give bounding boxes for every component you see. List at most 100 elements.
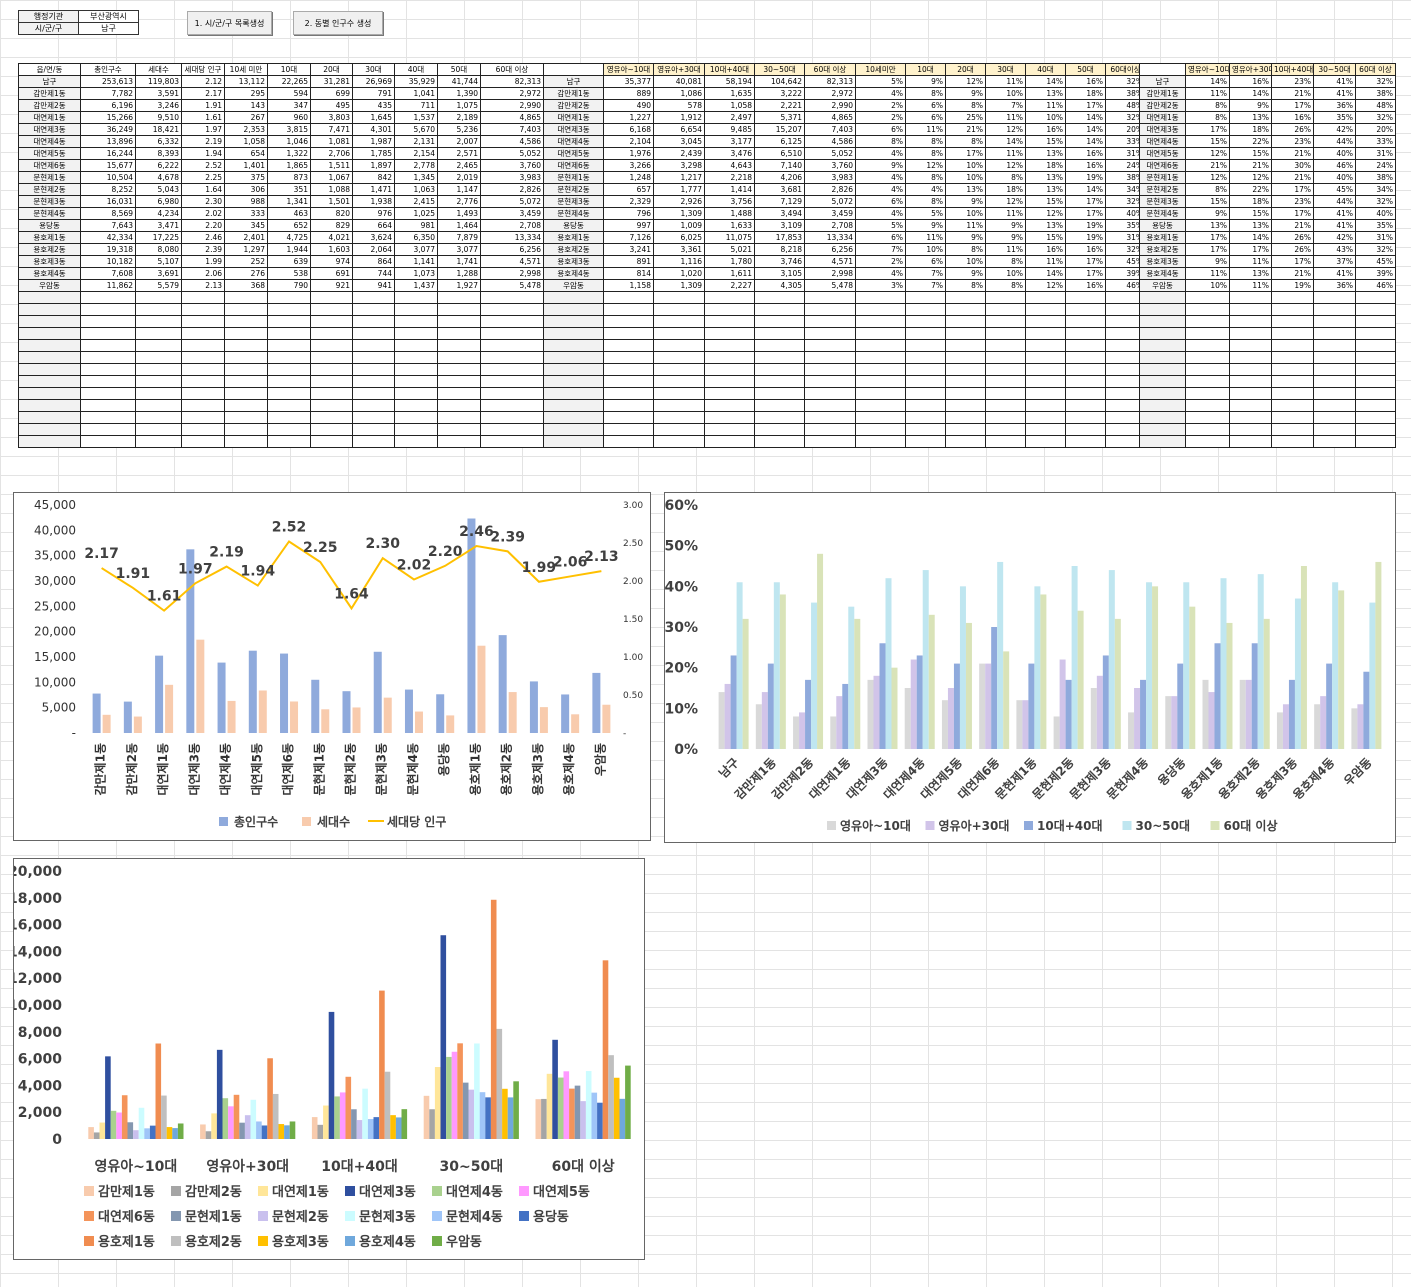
table-cell[interactable]: 5,107 xyxy=(135,255,182,268)
empty-cell[interactable] xyxy=(267,363,311,376)
row-name-cell[interactable]: 문현제2동 xyxy=(18,183,81,196)
empty-cell[interactable] xyxy=(1313,315,1356,328)
empty-cell[interactable] xyxy=(1355,411,1396,424)
empty-cell[interactable] xyxy=(1271,423,1314,436)
empty-cell[interactable] xyxy=(480,375,544,388)
table-cell[interactable]: 35% xyxy=(1313,111,1356,124)
table-cell[interactable]: 13% xyxy=(1229,267,1272,280)
empty-cell[interactable] xyxy=(480,435,544,448)
table-cell[interactable]: 17,853 xyxy=(754,231,805,244)
empty-cell[interactable] xyxy=(352,339,395,352)
empty-cell[interactable] xyxy=(18,291,81,304)
header-cell[interactable]: 세대당 인구 xyxy=(181,63,225,76)
empty-cell[interactable] xyxy=(394,291,438,304)
table-cell[interactable]: 4,305 xyxy=(754,279,805,292)
table-cell[interactable]: 8% xyxy=(985,171,1026,184)
empty-cell[interactable] xyxy=(754,315,805,328)
empty-cell[interactable] xyxy=(1139,339,1186,352)
empty-cell[interactable] xyxy=(224,387,268,400)
table-cell[interactable]: 6,350 xyxy=(394,231,438,244)
table-cell[interactable]: 12% xyxy=(1185,147,1230,160)
table-cell[interactable]: 3,756 xyxy=(704,195,755,208)
empty-cell[interactable] xyxy=(437,363,481,376)
empty-cell[interactable] xyxy=(855,435,906,448)
empty-cell[interactable] xyxy=(754,399,805,412)
table-cell[interactable]: 2,218 xyxy=(704,171,755,184)
table-cell[interactable]: 4,865 xyxy=(480,111,544,124)
empty-cell[interactable] xyxy=(804,375,856,388)
table-cell[interactable]: 7,608 xyxy=(80,267,136,280)
table-cell[interactable]: 14% xyxy=(1065,183,1106,196)
empty-cell[interactable] xyxy=(1065,363,1106,376)
empty-cell[interactable] xyxy=(80,315,136,328)
empty-cell[interactable] xyxy=(1185,423,1230,436)
header-cell[interactable]: 30대 xyxy=(985,63,1026,76)
table-cell[interactable]: 31% xyxy=(1355,231,1396,244)
table-cell[interactable]: 21% xyxy=(1271,87,1314,100)
table-cell[interactable]: 1,158 xyxy=(603,279,654,292)
empty-cell[interactable] xyxy=(543,363,604,376)
table-cell[interactable]: 16% xyxy=(1065,159,1106,172)
table-cell[interactable]: 32% xyxy=(1355,243,1396,256)
row-name-cell[interactable]: 감만제1동 xyxy=(1139,87,1186,100)
table-cell[interactable]: 33% xyxy=(1355,135,1396,148)
table-cell[interactable]: 1,865 xyxy=(267,159,311,172)
table-cell[interactable]: 11% xyxy=(905,231,946,244)
empty-cell[interactable] xyxy=(1313,411,1356,424)
table-cell[interactable]: 15% xyxy=(1229,147,1272,160)
table-cell[interactable]: 3,266 xyxy=(603,159,654,172)
table-cell[interactable]: 17% xyxy=(1065,99,1106,112)
empty-cell[interactable] xyxy=(18,375,81,388)
table-cell[interactable]: 1,777 xyxy=(653,183,705,196)
empty-cell[interactable] xyxy=(804,387,856,400)
table-cell[interactable]: 10% xyxy=(985,267,1026,280)
table-cell[interactable]: 4,571 xyxy=(804,255,856,268)
table-cell[interactable]: 691 xyxy=(310,267,353,280)
empty-cell[interactable] xyxy=(394,363,438,376)
empty-cell[interactable] xyxy=(855,351,906,364)
empty-cell[interactable] xyxy=(653,423,705,436)
empty-cell[interactable] xyxy=(653,363,705,376)
empty-cell[interactable] xyxy=(18,411,81,424)
table-cell[interactable]: 37% xyxy=(1313,255,1356,268)
table-cell[interactable]: 11% xyxy=(985,111,1026,124)
table-cell[interactable]: 3,459 xyxy=(480,207,544,220)
empty-cell[interactable] xyxy=(1185,435,1230,448)
empty-cell[interactable] xyxy=(1025,327,1066,340)
empty-cell[interactable] xyxy=(804,399,856,412)
empty-cell[interactable] xyxy=(394,375,438,388)
empty-cell[interactable] xyxy=(1313,351,1356,364)
empty-cell[interactable] xyxy=(310,435,353,448)
empty-cell[interactable] xyxy=(1025,375,1066,388)
table-cell[interactable]: 2,972 xyxy=(480,87,544,100)
table-cell[interactable]: 16% xyxy=(1065,243,1106,256)
empty-cell[interactable] xyxy=(1271,327,1314,340)
table-cell[interactable]: 13% xyxy=(1025,171,1066,184)
table-cell[interactable]: 306 xyxy=(224,183,268,196)
empty-cell[interactable] xyxy=(1185,303,1230,316)
table-cell[interactable]: 2.19 xyxy=(181,135,225,148)
table-cell[interactable]: 22% xyxy=(1229,183,1272,196)
empty-cell[interactable] xyxy=(394,339,438,352)
table-cell[interactable]: 41% xyxy=(1313,267,1356,280)
table-cell[interactable]: 2.20 xyxy=(181,219,225,232)
table-cell[interactable]: 4,571 xyxy=(480,255,544,268)
table-cell[interactable]: 538 xyxy=(267,267,311,280)
empty-cell[interactable] xyxy=(224,399,268,412)
table-cell[interactable]: 7,140 xyxy=(754,159,805,172)
empty-cell[interactable] xyxy=(1025,423,1066,436)
empty-cell[interactable] xyxy=(18,327,81,340)
table-cell[interactable]: 11% xyxy=(1185,267,1230,280)
table-cell[interactable]: 12% xyxy=(945,75,986,88)
table-cell[interactable]: 13% xyxy=(1025,147,1066,160)
empty-cell[interactable] xyxy=(80,435,136,448)
table-cell[interactable]: 1.99 xyxy=(181,255,225,268)
table-cell[interactable]: 31% xyxy=(1355,147,1396,160)
table-cell[interactable]: 32% xyxy=(1355,195,1396,208)
row-name-cell[interactable]: 대연제3동 xyxy=(543,123,604,136)
empty-cell[interactable] xyxy=(543,351,604,364)
table-cell[interactable]: 5% xyxy=(855,75,906,88)
table-cell[interactable]: 11,862 xyxy=(80,279,136,292)
table-cell[interactable]: 1,073 xyxy=(394,267,438,280)
empty-cell[interactable] xyxy=(603,375,654,388)
